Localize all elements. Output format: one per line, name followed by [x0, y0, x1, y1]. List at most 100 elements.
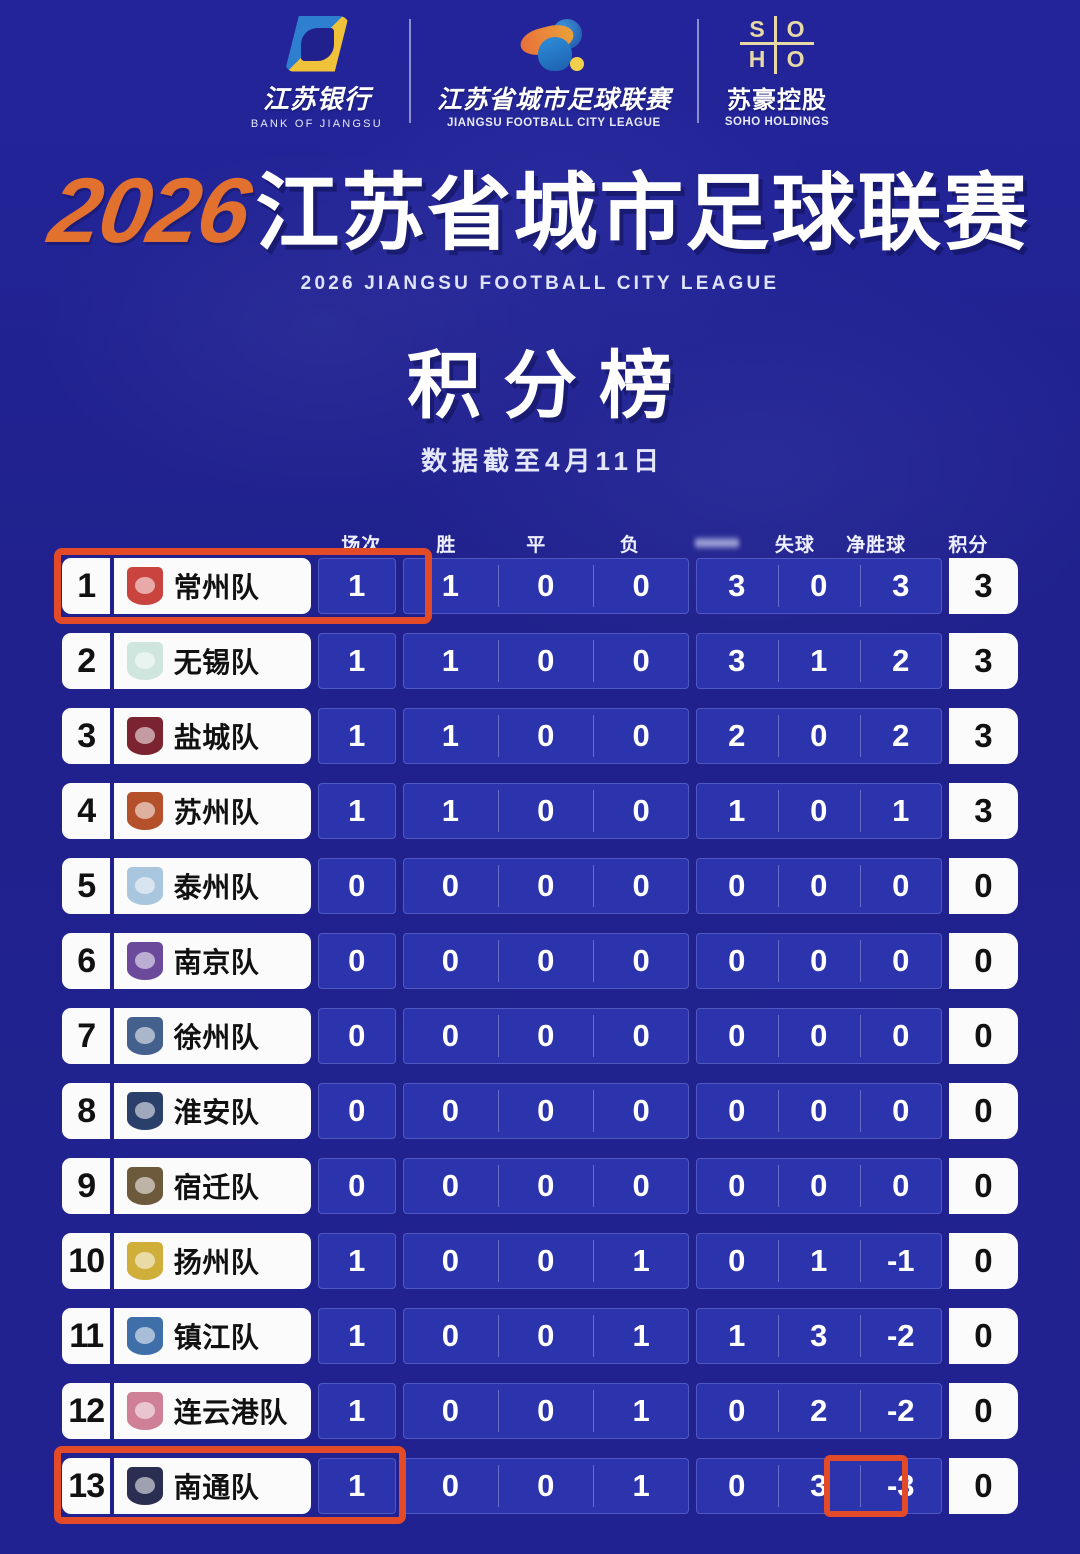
played-value: 1	[348, 643, 366, 678]
played-group: 0	[317, 1008, 396, 1064]
team-name: 连云港队	[173, 1397, 288, 1428]
played-value: 1	[348, 1393, 366, 1428]
goals-against-value: 3	[777, 1458, 860, 1514]
goals-against-value: 0	[777, 1158, 860, 1214]
team-cell: 徐州队	[113, 1008, 311, 1064]
played-group: 1	[317, 1458, 396, 1514]
goal-difference-value: 2	[859, 708, 942, 764]
team-name: 无锡队	[173, 647, 260, 678]
rank-cell: 7	[62, 1008, 111, 1064]
points-cell: 0	[948, 858, 1018, 914]
draw-value: 0	[498, 1233, 593, 1289]
draw-value: 0	[498, 858, 593, 914]
rank-cell: 13	[62, 1458, 111, 1514]
played-value: 1	[348, 793, 366, 828]
table-row: 10 扬州队 1 0 0 1 0 1 -1 0	[62, 1233, 1018, 1289]
team-crest-icon	[126, 1017, 163, 1055]
rank-value: 3	[77, 716, 96, 755]
played-group: 1	[317, 1383, 396, 1439]
rank-value: 9	[77, 1166, 96, 1205]
table-row: 2 无锡队 1 1 0 0 3 1 2 3	[62, 633, 1018, 689]
loss-value: 1	[593, 1458, 688, 1514]
goal-difference-value: 3	[859, 558, 942, 614]
goals-for-value: 0	[728, 1243, 746, 1278]
team-cell: 宿迁队	[113, 1158, 311, 1214]
win-value: 1	[441, 643, 460, 678]
points-cell: 0	[948, 1008, 1018, 1064]
draw-value: 0	[498, 1308, 593, 1364]
loss-value: 1	[593, 1233, 688, 1289]
goals-for-value: 2	[728, 718, 746, 753]
header-points: 积分	[948, 534, 989, 556]
points-cell: 0	[948, 1383, 1018, 1439]
table-row: 5 泰州队 0 0 0 0 0 0 0 0	[62, 858, 1018, 914]
played-value: 1	[348, 1243, 366, 1278]
loss-value: 0	[593, 1158, 688, 1214]
win-value: 0	[441, 1318, 460, 1353]
played-group: 0	[317, 1158, 396, 1214]
table-row: 8 淮安队 0 0 0 0 0 0 0 0	[62, 1083, 1018, 1139]
win-value: 0	[441, 1093, 460, 1128]
team-cell: 南京队	[113, 933, 311, 989]
cell-gap	[110, 783, 114, 839]
goals-against-value: 1	[777, 1233, 860, 1289]
cell-gap	[110, 708, 114, 764]
rank-value: 2	[77, 641, 96, 680]
title-chinese: 江苏省城市足球联赛	[255, 166, 1030, 260]
win-value: 0	[441, 1168, 460, 1203]
win-value: 1	[441, 568, 460, 603]
played-value: 1	[348, 568, 366, 603]
team-name: 镇江队	[173, 1322, 260, 1353]
rank-value: 11	[69, 1316, 104, 1355]
team-crest-icon	[126, 717, 163, 755]
sponsor-name-cn: 江苏银行	[262, 83, 371, 114]
rank-value: 6	[77, 941, 96, 980]
points-value: 3	[974, 717, 993, 754]
sponsor-bank-of-jiangsu: 江苏银行 BANK OF JIANGSU	[251, 13, 383, 130]
loss-value: 0	[593, 858, 688, 914]
team-name: 常州队	[173, 572, 260, 603]
goal-difference-value: 0	[859, 933, 942, 989]
played-group: 1	[317, 1308, 396, 1364]
points-value: 0	[974, 1092, 993, 1129]
sponsor-bar: 江苏银行 BANK OF JIANGSU 江苏省城市足球联赛 JIANGSU F…	[0, 6, 1080, 136]
win-value: 0	[441, 868, 460, 903]
win-value: 0	[441, 1393, 460, 1428]
played-value: 0	[348, 1018, 366, 1053]
team-crest-icon	[126, 867, 163, 905]
rank-cell: 6	[62, 933, 111, 989]
played-value: 1	[348, 718, 366, 753]
team-crest-icon	[126, 1392, 163, 1430]
goal-difference-value: 0	[859, 1158, 942, 1214]
played-value: 0	[348, 868, 366, 903]
goals-against-value: 3	[777, 1308, 860, 1364]
standings-heading-label: 积分榜	[407, 344, 695, 427]
data-cutoff-date: 数据截至4月11日	[421, 446, 664, 476]
table-column-headers: 场次 胜 平 负 失球 净胜球 积分	[62, 528, 1018, 558]
rank-value: 5	[77, 866, 96, 905]
played-value: 0	[348, 1093, 366, 1128]
goals-for-value: 0	[728, 868, 746, 903]
played-group: 1	[317, 558, 396, 614]
points-value: 0	[974, 1467, 993, 1504]
title-year: 2026	[42, 160, 256, 262]
cell-gap	[110, 1383, 114, 1439]
loss-value: 0	[593, 633, 688, 689]
points-cell: 0	[948, 1083, 1018, 1139]
team-name: 宿迁队	[173, 1172, 260, 1203]
sponsor-name-en: JIANGSU FOOTBALL CITY LEAGUE	[446, 116, 661, 129]
goal-difference-value: 0	[859, 858, 942, 914]
win-value: 1	[441, 793, 460, 828]
team-name: 泰州队	[173, 872, 260, 903]
table-row: 4 苏州队 1 1 0 0 1 0 1 3	[62, 783, 1018, 839]
win-value: 0	[441, 1243, 460, 1278]
rank-value: 1	[77, 566, 96, 605]
